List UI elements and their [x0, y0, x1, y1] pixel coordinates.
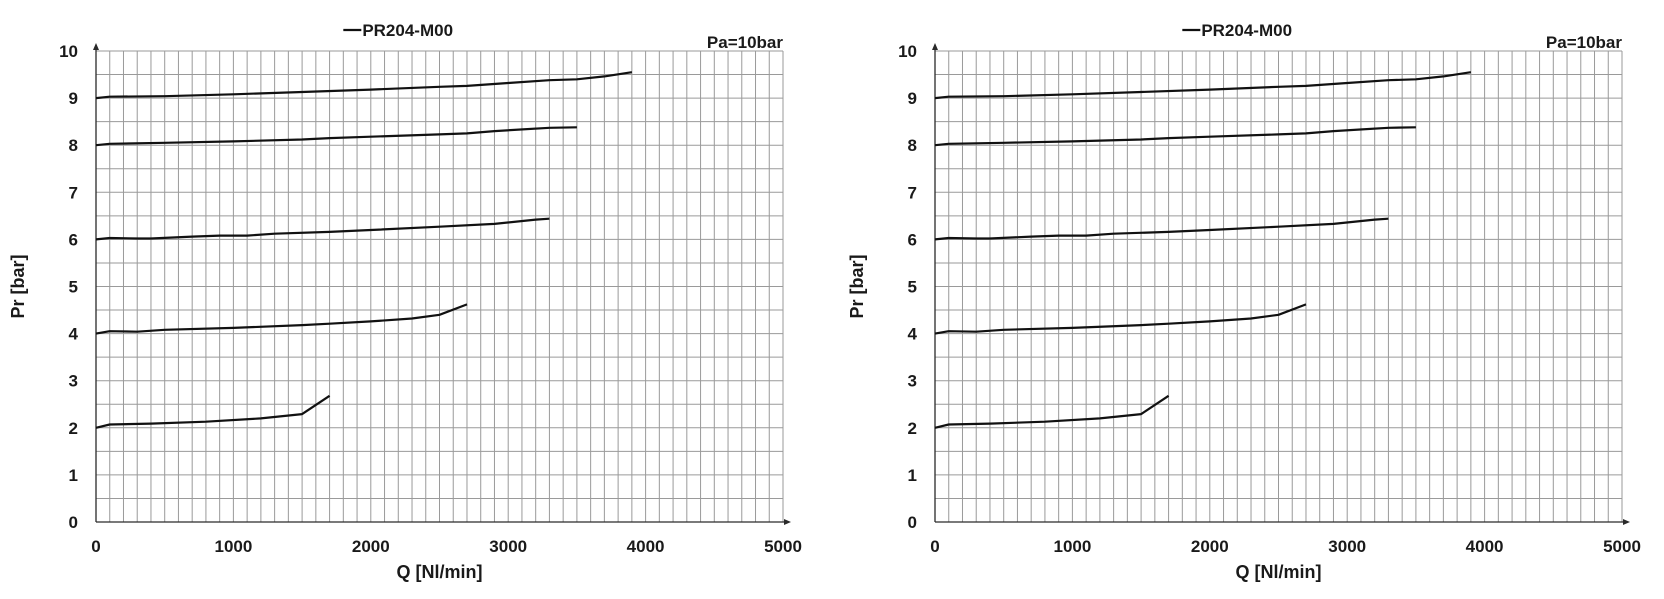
y-tick-label: 6: [908, 230, 917, 249]
series-line: [95, 303, 468, 335]
y-tick-label: 3: [908, 372, 917, 391]
y-tick-label: 7: [908, 183, 917, 202]
x-tick-label: 5000: [1603, 537, 1641, 556]
x-tick-label: 0: [930, 537, 939, 556]
x-tick-label: 4000: [627, 537, 665, 556]
grid: [96, 50, 784, 522]
x-axis-label: Q [Nl/min]: [1236, 562, 1322, 582]
y-tick-label: 3: [69, 372, 78, 391]
series-line: [95, 394, 331, 429]
x-tick-label: 3000: [1328, 537, 1366, 556]
y-axis-label: Pr [bar]: [8, 254, 28, 318]
y-tick-label: 6: [69, 230, 78, 249]
x-tick-label: 4000: [1466, 537, 1504, 556]
x-tick-label: 2000: [352, 537, 390, 556]
grid: [935, 50, 1623, 522]
x-tick-label: 0: [91, 537, 100, 556]
x-axis-label: Q [Nl/min]: [397, 562, 483, 582]
y-tick-label: 9: [69, 89, 78, 108]
series-line: [95, 71, 633, 100]
series-line: [934, 217, 1389, 241]
x-tick-label: 3000: [489, 537, 527, 556]
y-tick-label: 5: [69, 278, 78, 297]
y-axis-arrow: [93, 43, 99, 50]
series-line: [934, 126, 1416, 147]
chart-left: 0 1000 2000 3000 4000 5000 0 1 2 3 4 5 6 7 8 9 10 Q [Nl/m…: [8, 21, 802, 582]
y-tick-label: 8: [908, 136, 917, 155]
series-line: [95, 217, 550, 241]
pressure-annotation: Pa=10bar: [1546, 33, 1622, 52]
x-tick-label: 1000: [214, 537, 252, 556]
y-tick-label: 10: [59, 42, 78, 61]
y-tick-label: 7: [69, 183, 78, 202]
y-tick-label: 10: [898, 42, 917, 61]
x-tick-label: 2000: [1191, 537, 1229, 556]
y-tick-label: 0: [908, 513, 917, 532]
y-axis-arrow: [932, 43, 938, 50]
series-line: [934, 303, 1307, 335]
y-tick-label: 5: [908, 278, 917, 297]
x-tick-label: 5000: [764, 537, 802, 556]
x-axis-arrow: [1623, 519, 1630, 525]
y-axis-label: Pr [bar]: [847, 254, 867, 318]
series-line: [934, 71, 1472, 100]
chart-title: PR204-M00: [362, 21, 453, 40]
y-tick-label: 4: [908, 325, 918, 344]
series-line: [95, 126, 577, 147]
y-tick-label: 1: [908, 466, 917, 485]
chart-right: 0 1000 2000 3000 4000 5000 0 1 2 3 4 5 6 7 8 9 10 Q [Nl/m…: [847, 21, 1641, 582]
y-tick-label: 2: [69, 419, 78, 438]
pressure-annotation: Pa=10bar: [707, 33, 783, 52]
y-tick-label: 8: [69, 136, 78, 155]
x-axis-arrow: [784, 519, 791, 525]
y-tick-label: 4: [69, 325, 79, 344]
series-line: [934, 394, 1170, 429]
x-tick-label: 1000: [1053, 537, 1091, 556]
chart-title: PR204-M00: [1201, 21, 1292, 40]
y-tick-label: 2: [908, 419, 917, 438]
y-tick-label: 0: [69, 513, 78, 532]
y-tick-label: 1: [69, 466, 78, 485]
y-tick-label: 9: [908, 89, 917, 108]
